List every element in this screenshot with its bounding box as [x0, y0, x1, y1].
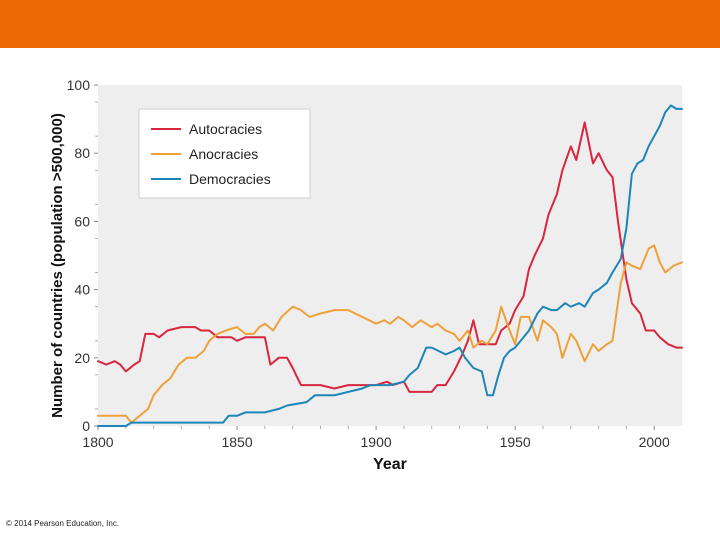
series-line-anocracies — [97, 244, 683, 424]
x-axis-title: Year — [373, 456, 407, 473]
y-tick-label: 0 — [82, 418, 90, 434]
legend-label: Anocracies — [189, 146, 258, 162]
top-banner — [0, 0, 720, 48]
y-tick-label: 40 — [74, 282, 90, 298]
series-lines — [97, 104, 683, 427]
x-tick-label: 1850 — [221, 434, 252, 450]
x-tick-label: 2000 — [639, 434, 670, 450]
x-tick-label: 1950 — [500, 434, 531, 450]
y-tick-label: 20 — [74, 350, 90, 366]
legend-label: Autocracies — [189, 121, 262, 137]
line-chart: 0 20 40 60 80 100 1800 1850 1900 1950 2000 Year Nu… — [49, 77, 683, 473]
x-tick-label: 1800 — [82, 434, 113, 450]
legend-label: Democracies — [189, 171, 271, 187]
y-axis-title: Number of countries (population >500,000… — [49, 113, 66, 418]
y-tick-label: 100 — [67, 77, 91, 93]
x-tick-label: 1900 — [361, 434, 392, 450]
legend: Autocracies Anocracies Democracies — [138, 108, 311, 199]
y-tick-label: 80 — [74, 145, 90, 161]
series-line-democracies — [97, 104, 683, 427]
axes: 0 20 40 60 80 100 1800 1850 1900 1950 2000 — [67, 77, 670, 450]
series-line-autocracies — [97, 121, 683, 393]
y-tick-label: 60 — [74, 213, 90, 229]
copyright-notice: © 2014 Pearson Education, Inc. — [6, 519, 120, 528]
